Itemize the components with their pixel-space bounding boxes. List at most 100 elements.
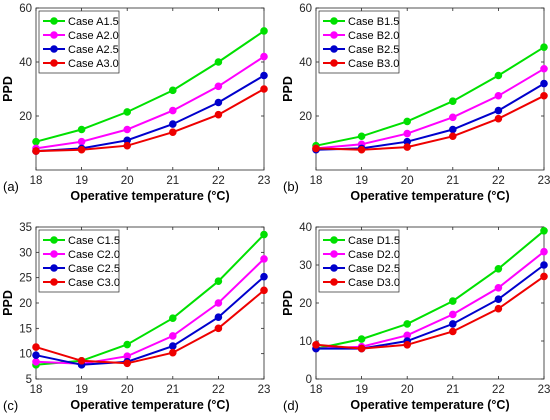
series-line (35, 74, 265, 153)
legend-marker (50, 250, 58, 258)
x-tick-label: 23 (258, 384, 271, 396)
data-point (357, 344, 366, 353)
series-line (315, 46, 545, 147)
data-point (449, 125, 457, 134)
y-tick-label: 20 (19, 111, 32, 123)
panel-label: (b) (283, 179, 299, 194)
data-point (123, 340, 131, 349)
x-tick-label: 22 (212, 175, 225, 187)
legend-label: Case C2.5 (68, 263, 120, 275)
legend-marker (330, 59, 338, 67)
data-point (357, 335, 366, 343)
x-axis-label: Operative temperature (°C) (70, 398, 229, 412)
data-point (494, 295, 503, 304)
data-point (214, 98, 223, 107)
legend-label: Case D2.0 (348, 249, 400, 261)
x-tick-label: 23 (538, 384, 550, 396)
data-point (494, 91, 503, 100)
legend-marker (50, 45, 58, 53)
series-line (35, 275, 265, 366)
data-point (494, 71, 503, 80)
legend-marker (50, 31, 58, 39)
y-tick-label: 30 (299, 260, 312, 272)
x-tick-label: 20 (121, 384, 134, 396)
legend-marker (330, 236, 338, 244)
data-point (123, 141, 131, 150)
data-point (214, 324, 223, 333)
data-point (169, 128, 177, 136)
data-point (260, 85, 268, 93)
data-point (169, 106, 177, 115)
panel-label: (d) (283, 398, 299, 413)
data-point (403, 320, 412, 328)
data-point (260, 286, 268, 295)
series-line (315, 94, 545, 151)
legend-label: Case B1.5 (348, 16, 399, 28)
x-tick-label: 20 (401, 175, 414, 187)
data-point (214, 82, 223, 91)
data-point (77, 137, 86, 146)
data-point (540, 227, 548, 235)
data-point (540, 272, 548, 281)
legend-label: Case D3.0 (348, 277, 400, 289)
data-point (169, 86, 177, 95)
panel-label: (a) (3, 179, 19, 194)
legend-marker (330, 264, 338, 272)
data-point (169, 332, 177, 340)
x-tick-label: 22 (492, 175, 505, 187)
data-point (449, 327, 457, 336)
legend-marker (330, 17, 338, 25)
data-point (32, 357, 40, 366)
x-tick-label: 22 (212, 384, 225, 396)
data-point (540, 64, 548, 73)
legend-label: Case C1.5 (68, 235, 120, 247)
data-point (449, 297, 457, 305)
data-point (214, 299, 223, 307)
data-point (77, 125, 86, 134)
data-point (494, 284, 503, 292)
legend-label: Case A3.0 (68, 58, 119, 70)
x-tick-label: 18 (310, 175, 323, 187)
legend-marker (330, 250, 338, 258)
data-point (494, 304, 503, 313)
y-axis-label: PPD (1, 76, 15, 102)
series-line (35, 55, 265, 150)
y-tick-label: 10 (299, 336, 312, 348)
data-point (449, 97, 457, 105)
y-tick-label: 15 (19, 323, 32, 335)
data-point (260, 272, 268, 281)
legend-label: Case D2.5 (348, 263, 400, 275)
data-point (123, 359, 131, 368)
x-tick-label: 20 (121, 175, 134, 187)
legend-label: Case A2.5 (68, 44, 119, 56)
legend-marker (50, 278, 58, 286)
x-tick-label: 21 (166, 175, 179, 187)
series-line (315, 275, 545, 350)
legend-label: Case C3.0 (68, 277, 120, 289)
data-point (449, 132, 457, 141)
data-point (77, 356, 86, 365)
series-line (35, 30, 265, 143)
data-point (540, 79, 548, 88)
data-point (403, 341, 412, 349)
y-tick-label: 60 (19, 3, 32, 15)
x-tick-label: 23 (538, 175, 550, 187)
x-tick-label: 19 (355, 175, 368, 187)
data-point (169, 348, 177, 357)
x-tick-label: 22 (492, 384, 505, 396)
data-point (169, 314, 177, 323)
legend-marker (50, 264, 58, 272)
x-axis-label: Operative temperature (°C) (350, 189, 509, 203)
x-tick-label: 18 (30, 384, 43, 396)
chart-panel: 18 19 20 21 22 23 20 40 60 Operative temperature … (281, 3, 550, 203)
y-tick-label: 40 (299, 57, 312, 69)
data-point (32, 351, 40, 359)
series-line (35, 233, 265, 366)
data-point (260, 230, 268, 239)
legend-label: Case A2.0 (68, 30, 119, 42)
legend-marker (330, 278, 338, 286)
data-point (214, 58, 223, 66)
data-point (312, 341, 320, 349)
legend-marker (50, 236, 58, 244)
